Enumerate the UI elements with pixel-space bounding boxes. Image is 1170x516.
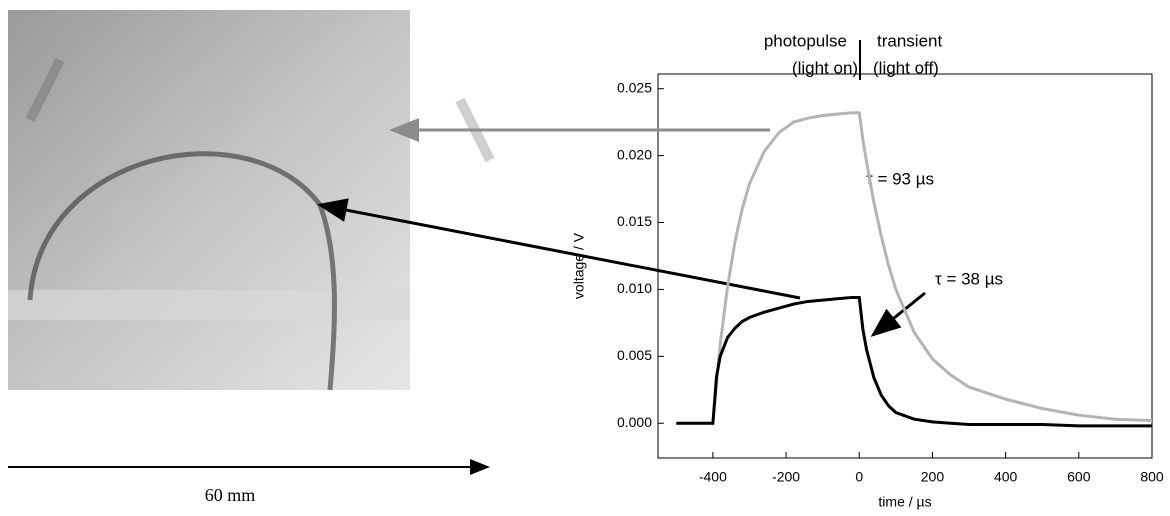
annotation: photopulse <box>764 31 847 50</box>
annotation: τ = 93 µs <box>866 169 934 188</box>
scale-label: 60 mm <box>205 485 256 505</box>
arrow <box>870 291 926 337</box>
photo <box>8 10 495 391</box>
annotation: transient <box>877 31 942 50</box>
series-line <box>676 111 1153 425</box>
annotation: τ = 38 µs <box>935 269 1003 288</box>
x-tick-label: 800 <box>1140 469 1164 485</box>
annotation: (light on) <box>792 58 858 77</box>
y-axis-label: voltage / V <box>571 232 587 299</box>
x-tick-label: 200 <box>921 469 945 485</box>
x-tick-label: -200 <box>772 469 800 485</box>
y-tick-label: 0.020 <box>617 146 652 162</box>
y-tick-label: 0.015 <box>617 213 652 229</box>
x-tick-label: -400 <box>699 469 727 485</box>
y-tick-label: 0.005 <box>617 347 652 363</box>
y-tick-label: 0.010 <box>617 280 652 296</box>
x-tick-label: 400 <box>994 469 1018 485</box>
plot-frame <box>657 73 1153 459</box>
x-tick-label: 600 <box>1067 469 1091 485</box>
series-line <box>676 295 1152 428</box>
arrow <box>317 198 801 300</box>
x-tick-label: 0 <box>855 469 863 485</box>
annotation: (light off) <box>873 58 939 77</box>
x-axis-label: time / µs <box>878 494 931 510</box>
y-tick-label: 0.025 <box>617 79 652 95</box>
y-tick-label: 0.000 <box>617 414 652 430</box>
